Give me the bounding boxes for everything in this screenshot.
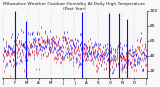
- Title: Milwaukee Weather Outdoor Humidity At Daily High Temperature (Past Year): Milwaukee Weather Outdoor Humidity At Da…: [3, 2, 146, 11]
